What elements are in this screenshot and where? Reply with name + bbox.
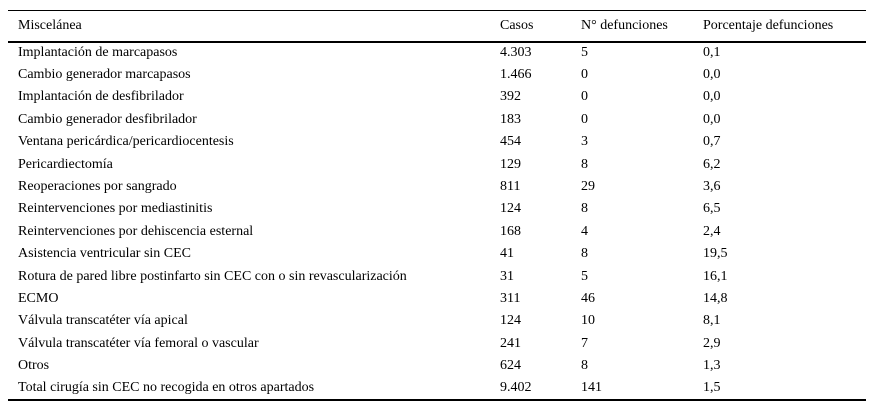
table-cell: 241 xyxy=(500,335,521,351)
table-cell: 14,8 xyxy=(703,290,728,306)
table-cell: 7 xyxy=(581,335,588,351)
table-cell: 2,9 xyxy=(703,335,721,351)
table-cell: 29 xyxy=(581,179,595,195)
table-row: Pericardiectomía 129 8 6,2 xyxy=(8,153,866,175)
table-cell: Otros xyxy=(18,358,50,374)
table-cell: 454 xyxy=(500,134,521,150)
table-cell: 0 xyxy=(581,67,588,83)
table-row: Cambio generador desfibrilador 183 0 0,0 xyxy=(8,109,866,131)
table-cell: Reintervenciones por dehiscencia esterna… xyxy=(18,223,254,239)
table-cell: 16,1 xyxy=(703,268,728,284)
table-cell: Cambio generador desfibrilador xyxy=(18,111,197,127)
table-cell: 168 xyxy=(500,223,521,239)
table-cell: 10 xyxy=(581,313,595,329)
table-cell: 1.466 xyxy=(500,67,532,83)
table-cell: 0,0 xyxy=(703,67,721,83)
table-cell: 5 xyxy=(581,268,588,284)
table-cell: 8 xyxy=(581,156,588,172)
table-row: Reoperaciones por sangrado 811 29 3,6 xyxy=(8,176,866,198)
table-cell: 3,6 xyxy=(703,179,721,195)
table-cell: Implantación de desfibrilador xyxy=(18,89,184,105)
table-row: Asistencia ventricular sin CEC 41 8 19,5 xyxy=(8,243,866,265)
table-row: Cambio generador marcapasos 1.466 0 0,0 xyxy=(8,64,866,86)
table-cell: Válvula transcatéter vía femoral o vascu… xyxy=(18,335,259,351)
table-cell: 0,7 xyxy=(703,134,721,150)
table-cell: 8 xyxy=(581,201,588,217)
table-cell: 8 xyxy=(581,246,588,262)
table-cell: Ventana pericárdica/pericardiocentesis xyxy=(18,134,234,150)
table-cell: 3 xyxy=(581,134,588,150)
table-row: Total cirugía sin CEC no recogida en otr… xyxy=(8,377,866,399)
table-cell: 8 xyxy=(581,358,588,374)
table-cell: Rotura de pared libre postinfarto sin CE… xyxy=(18,268,407,284)
table-row: ECMO 311 46 14,8 xyxy=(8,288,866,310)
table-row: Ventana pericárdica/pericardiocentesis 45… xyxy=(8,131,866,153)
table-header: Miscelánea Casos N° defunciones Porcenta… xyxy=(8,10,866,43)
table-cell: Total cirugía sin CEC no recogida en otr… xyxy=(18,380,315,396)
table-cell: 0,0 xyxy=(703,111,721,127)
table-cell: 8,1 xyxy=(703,313,721,329)
miscelanea-table-container: Miscelánea Casos N° defunciones Porcenta… xyxy=(8,10,866,401)
table-cell: 183 xyxy=(500,111,521,127)
table-cell: 19,5 xyxy=(703,246,728,262)
table-row: Otros 624 8 1,3 xyxy=(8,355,866,377)
table-cell: 0,1 xyxy=(703,45,721,61)
table-cell: 6,2 xyxy=(703,156,721,172)
table-row: Implantación de desfibrilador 392 0 0,0 xyxy=(8,86,866,108)
table-cell: Pericardiectomía xyxy=(18,156,113,172)
table-cell: ECMO xyxy=(18,290,59,306)
table-row: Reintervenciones por mediastinitis 124 8 6,… xyxy=(8,198,866,220)
table-cell: 6,5 xyxy=(703,201,721,217)
table-row: Rotura de pared libre postinfarto sin CE… xyxy=(8,265,866,287)
table-cell: 311 xyxy=(500,290,521,306)
table-cell: 624 xyxy=(500,358,521,374)
table-cell: 1,5 xyxy=(703,380,721,396)
table-header-row: Miscelánea Casos N° defunciones Porcenta… xyxy=(8,10,866,43)
table-cell: Reoperaciones por sangrado xyxy=(18,179,177,195)
table-cell: 46 xyxy=(581,290,595,306)
table-cell: Asistencia ventricular sin CEC xyxy=(18,246,192,262)
table-cell: 392 xyxy=(500,89,521,105)
table-cell: Cambio generador marcapasos xyxy=(18,67,191,83)
table-cell: 141 xyxy=(581,380,602,396)
table-row: Reintervenciones por dehiscencia esterna… xyxy=(8,221,866,243)
table-row: Válvula transcatéter vía femoral o vascu… xyxy=(8,333,866,355)
table-cell: 129 xyxy=(500,156,521,172)
column-header-defunciones: N° defunciones xyxy=(581,10,703,43)
table-cell: Válvula transcatéter vía apical xyxy=(18,313,188,329)
table-cell: 811 xyxy=(500,179,521,195)
table-cell: 0 xyxy=(581,111,588,127)
table-cell: Implantación de marcapasos xyxy=(18,45,178,61)
column-header-miscelanea: Miscelánea xyxy=(8,10,500,43)
table-cell: Reintervenciones por mediastinitis xyxy=(18,201,213,217)
table-cell: 31 xyxy=(500,268,514,284)
table-cell: 5 xyxy=(581,45,588,61)
column-header-casos: Casos xyxy=(500,10,581,43)
table-cell: 124 xyxy=(500,313,521,329)
table-row: Implantación de marcapasos 4.303 5 0,1 xyxy=(8,42,866,64)
table-cell: 4.303 xyxy=(500,45,532,61)
table-body: Implantación de marcapasos 4.303 5 0,1 Cambi… xyxy=(8,42,866,400)
table-cell: 0 xyxy=(581,89,588,105)
table-row: Válvula transcatéter vía apical 124 10 8,1 xyxy=(8,310,866,332)
table-cell: 0,0 xyxy=(703,89,721,105)
table-cell: 4 xyxy=(581,223,588,239)
table-cell: 124 xyxy=(500,201,521,217)
miscelanea-table: Miscelánea Casos N° defunciones Porcenta… xyxy=(8,10,866,401)
table-cell: 9.402 xyxy=(500,380,532,396)
column-header-porcentaje: Porcentaje defunciones xyxy=(703,10,866,43)
table-cell: 1,3 xyxy=(703,358,721,374)
table-cell: 2,4 xyxy=(703,223,721,239)
table-cell: 41 xyxy=(500,246,514,262)
